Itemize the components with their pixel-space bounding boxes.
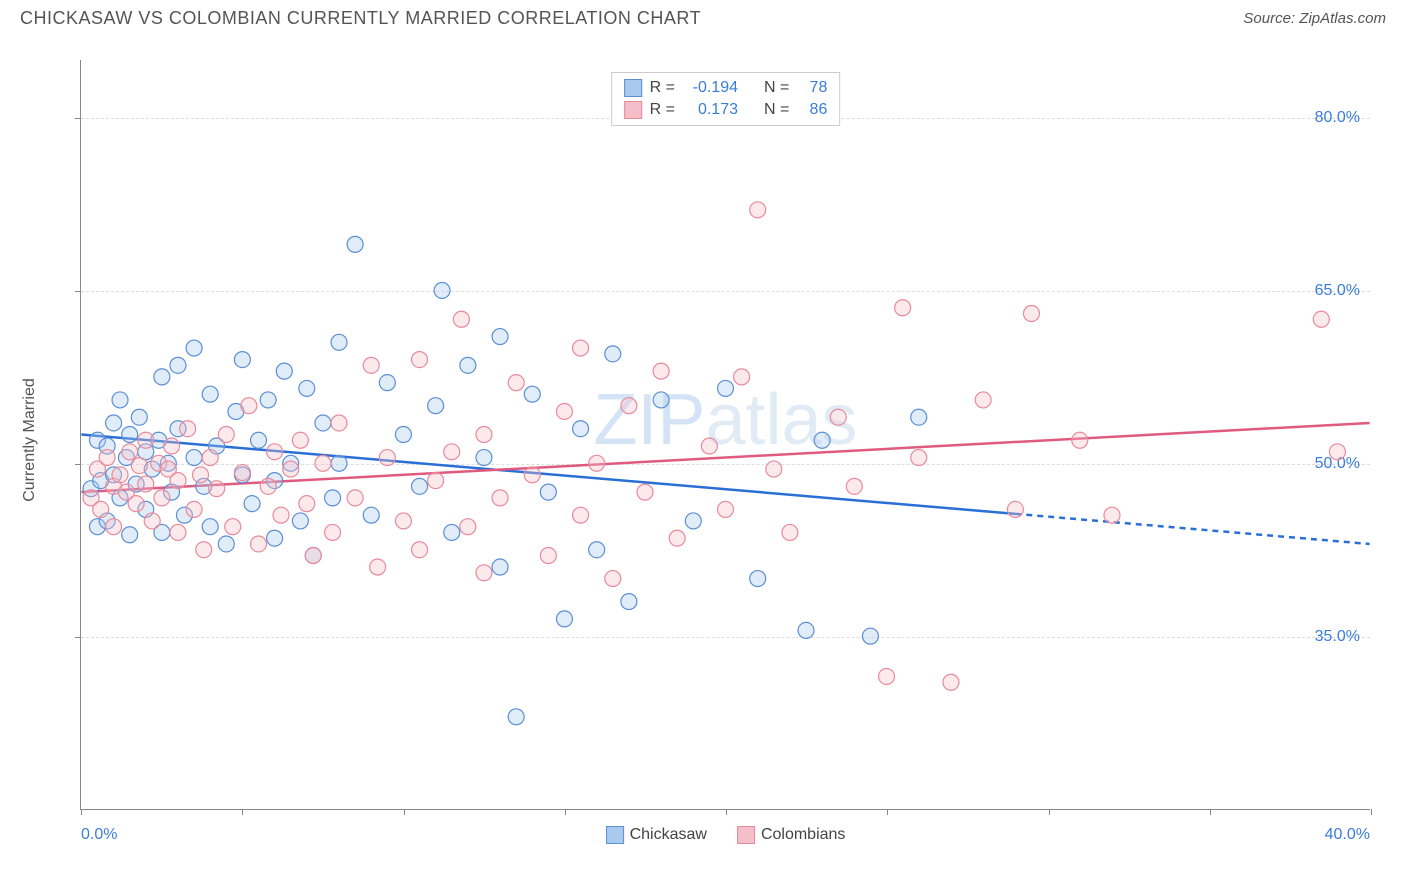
r-value-colombians: 0.173 bbox=[683, 101, 738, 119]
legend-label-chickasaw: Chickasaw bbox=[630, 826, 707, 844]
source-attribution: Source: ZipAtlas.com bbox=[1243, 10, 1386, 27]
n-value-colombians: 86 bbox=[797, 101, 827, 119]
series-legend: Chickasaw Colombians bbox=[606, 826, 846, 844]
plot-area: 35.0%50.0%65.0%80.0% ZIPatlas R = -0.194… bbox=[80, 60, 1370, 810]
n-value-chickasaw: 78 bbox=[797, 79, 827, 97]
r-value-chickasaw: -0.194 bbox=[683, 79, 738, 97]
scatter-plot bbox=[81, 60, 1370, 809]
swatch-colombians bbox=[737, 826, 755, 844]
legend-row-chickasaw: R = -0.194 N = 78 bbox=[624, 77, 828, 99]
legend-item-chickasaw: Chickasaw bbox=[606, 826, 707, 844]
r-label: R = bbox=[650, 101, 675, 119]
x-max-label: 40.0% bbox=[1325, 826, 1370, 844]
swatch-colombians bbox=[624, 101, 642, 119]
n-label: N = bbox=[764, 101, 789, 119]
n-label: N = bbox=[764, 79, 789, 97]
r-label: R = bbox=[650, 79, 675, 97]
x-min-label: 0.0% bbox=[81, 826, 117, 844]
chart-title: CHICKASAW VS COLOMBIAN CURRENTLY MARRIED… bbox=[20, 8, 701, 29]
legend-item-colombians: Colombians bbox=[737, 826, 845, 844]
swatch-chickasaw bbox=[624, 79, 642, 97]
legend-row-colombians: R = 0.173 N = 86 bbox=[624, 99, 828, 121]
stats-legend: R = -0.194 N = 78 R = 0.173 N = 86 bbox=[611, 72, 841, 126]
y-axis-title: Currently Married bbox=[21, 378, 39, 502]
legend-label-colombians: Colombians bbox=[761, 826, 845, 844]
swatch-chickasaw bbox=[606, 826, 624, 844]
chart-container: Currently Married 35.0%50.0%65.0%80.0% Z… bbox=[50, 50, 1386, 830]
